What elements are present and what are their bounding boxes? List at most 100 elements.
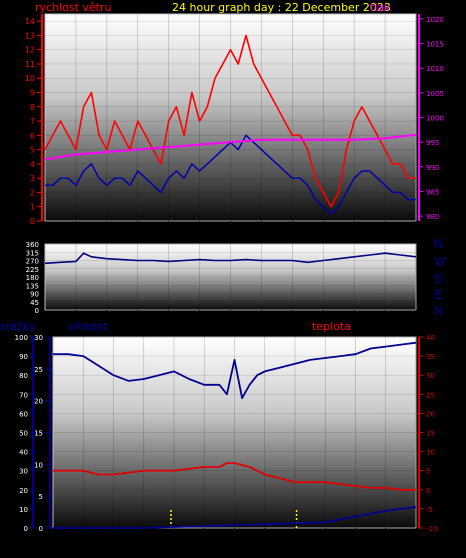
x-tick-label: 14 — [260, 539, 270, 548]
y-right-tick-label: 20 — [426, 410, 435, 418]
y-left-tick-label: 5 — [30, 146, 35, 155]
y-left-tick-label: 12 — [25, 46, 35, 55]
x-tick-label: 14 — [256, 317, 266, 326]
humidity-panel-ticks: 02 04 06 08 10 12 14 16 18 20 22 000102030405060708… — [15, 334, 438, 548]
y-right-tick-label: 10 — [426, 449, 435, 457]
temperature-line — [53, 462, 416, 491]
x-tick-label: 08 — [164, 231, 174, 240]
y-right-tick-label: 25 — [426, 391, 435, 399]
chart-title: 24 hour graph day : 22 December 2023 — [172, 1, 391, 14]
wind-pressure-panel — [44, 13, 417, 222]
x-tick-label: 22 — [381, 539, 391, 548]
x-tick-label: 04 — [102, 317, 112, 326]
y-left-tick-label: 1 — [30, 203, 35, 212]
humidity-label: vlhkost — [68, 320, 108, 333]
y-outer-tick-label: 10 — [19, 506, 28, 514]
x-tick-label: 12 — [225, 317, 235, 326]
x-tick-label: 20 — [350, 539, 360, 548]
x-tick-label: 14 — [256, 231, 266, 240]
x-tick-label: 16 — [290, 539, 300, 548]
compass-north-bottom: N — [434, 304, 443, 318]
x-tick-label: 06 — [133, 231, 143, 240]
y-left-tick-label: 6 — [30, 131, 35, 140]
rain-label: srážky — [0, 320, 36, 333]
y-left-tick-label: 10 — [25, 74, 35, 83]
y-left-tick-label: 8 — [30, 103, 35, 112]
wind-speed-label: rychlost větru — [35, 1, 111, 14]
y-tick-label: 0 — [35, 307, 39, 315]
x-tick-label: 20 — [349, 231, 359, 240]
direction-panel-ticks: 02 04 06 08 10 12 14 16 18 20 22 000459013518022527… — [26, 241, 421, 326]
y-right-tick-label: 35 — [426, 353, 435, 361]
y-left-tick-label: 11 — [25, 60, 35, 69]
y-inner-tick-label: 20 — [34, 398, 43, 406]
x-tick-label: 22 — [380, 231, 390, 240]
direction-panel-series — [44, 252, 417, 265]
y-outer-tick-label: 100 — [15, 334, 28, 342]
x-tick-label: 00 — [411, 231, 421, 240]
y-left-tick-label: 14 — [25, 17, 35, 26]
y-left-tick-label: 0 — [30, 217, 35, 226]
x-tick-label: 04 — [108, 539, 118, 548]
y-left-tick-label: 13 — [25, 31, 35, 40]
x-tick-label: 10 — [194, 231, 204, 240]
y-right-tick-label: 5 — [426, 468, 430, 476]
x-tick-label: 12 — [229, 539, 239, 548]
x-tick-label: 06 — [133, 317, 143, 326]
y-outer-tick-label: 80 — [19, 372, 28, 380]
wind-panel-ticks: 02 04 06 08 10 12 14 16 18 20 22 000123456789101112… — [25, 14, 444, 240]
compass-east: E — [434, 288, 442, 302]
y-right-tick-label: 1000 — [426, 115, 444, 123]
compass-west: W — [434, 255, 446, 269]
humidity-temp-panel — [52, 336, 417, 529]
x-tick-label: 00 — [411, 539, 421, 548]
humidity-line — [53, 341, 417, 400]
y-tick-label: 225 — [26, 266, 39, 274]
y-right-tick-label: 1020 — [426, 16, 444, 24]
y-right-tick-label: 1010 — [426, 65, 444, 73]
x-tick-label: 16 — [287, 231, 297, 240]
y-right-tick-label: 985 — [426, 188, 439, 196]
pressure-label: tlak — [370, 1, 391, 14]
y-right-tick-label: 0 — [426, 487, 430, 495]
humidity-panel-grid — [53, 336, 417, 529]
y-right-tick-label: 980 — [426, 213, 439, 221]
y-right-tick-label: 15 — [426, 430, 435, 438]
y-tick-label: 315 — [26, 249, 39, 257]
y-tick-label: 360 — [26, 241, 39, 249]
y-outer-tick-label: 40 — [19, 449, 28, 457]
y-tick-label: 180 — [26, 274, 39, 282]
y-right-tick-label: -10 — [426, 525, 437, 533]
x-tick-label: 20 — [349, 317, 359, 326]
x-tick-label: 18 — [320, 539, 330, 548]
y-tick-label: 270 — [26, 258, 39, 266]
compass-south: S — [434, 272, 442, 286]
x-tick-label: 18 — [318, 231, 328, 240]
x-tick-label: 02 — [71, 231, 81, 240]
y-right-tick-label: 990 — [426, 164, 439, 172]
y-outer-tick-label: 90 — [19, 353, 28, 361]
y-tick-label: 90 — [30, 291, 39, 299]
x-tick-label: 12 — [225, 231, 235, 240]
y-outer-tick-label: 0 — [24, 525, 28, 533]
y-right-tick-label: 1005 — [426, 90, 444, 98]
y-outer-tick-label: 50 — [19, 430, 28, 438]
wind-gust-line — [44, 34, 416, 208]
x-tick-label: 00 — [411, 317, 421, 326]
direction-panel-grid — [45, 243, 417, 311]
x-tick-label: 08 — [164, 317, 174, 326]
compass-north-top: N — [434, 237, 443, 251]
y-left-tick-label: 4 — [30, 160, 35, 169]
wind-direction-panel — [44, 243, 417, 311]
x-tick-label: 10 — [199, 539, 209, 548]
y-inner-tick-label: 15 — [34, 430, 43, 438]
y-right-tick-label: 1015 — [426, 41, 444, 49]
y-right-tick-label: 40 — [426, 334, 435, 342]
x-tick-label: 22 — [380, 317, 390, 326]
y-outer-tick-label: 30 — [19, 468, 28, 476]
y-outer-tick-label: 70 — [19, 391, 28, 399]
pressure-line — [44, 133, 417, 161]
x-tick-label: 02 — [78, 539, 88, 548]
y-right-tick-label: 30 — [426, 372, 435, 380]
